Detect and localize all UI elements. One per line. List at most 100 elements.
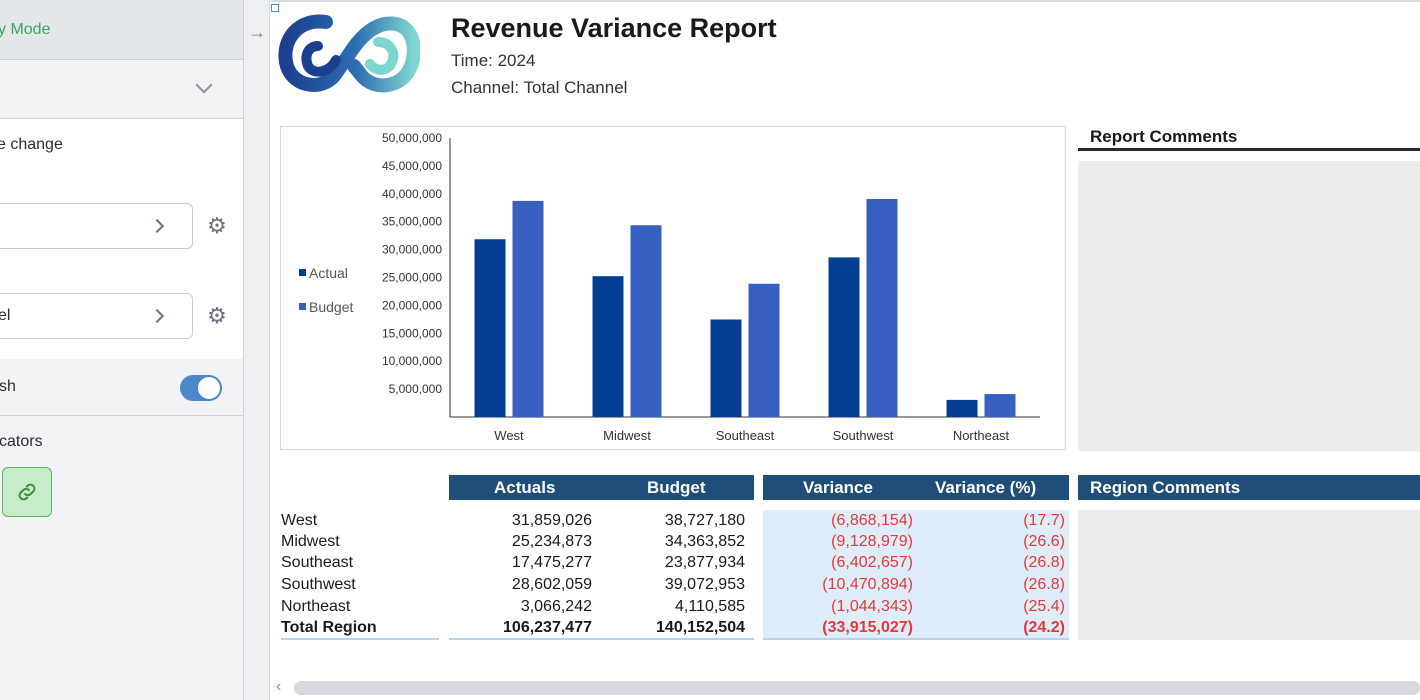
- cell-variance: (9,128,979): [831, 533, 913, 550]
- variance-column-background: [763, 510, 1069, 640]
- report-title: Revenue Variance Report: [451, 13, 777, 43]
- table-header-variance: Variance Variance (%): [763, 475, 1069, 500]
- total-underline: [281, 638, 439, 640]
- bar-actual-west[interactable]: [474, 239, 506, 417]
- header-variance: Variance: [803, 478, 873, 497]
- horizontal-scrollbar[interactable]: [294, 681, 1420, 695]
- legend-item-budget: Budget: [299, 299, 353, 315]
- legend-label-budget: Budget: [309, 299, 354, 315]
- y-tick-label: 10,000,000: [382, 354, 442, 368]
- left-panel: y Mode e change ⚙ el ⚙ sh cators: [0, 0, 244, 700]
- y-tick-label: 45,000,000: [382, 159, 442, 173]
- mode-header[interactable]: y Mode: [0, 0, 243, 60]
- member-selector-1[interactable]: [0, 203, 193, 249]
- x-tick-label: Southwest: [833, 428, 894, 443]
- cell-actuals: 25,234,873: [511, 533, 592, 550]
- top-divider: [271, 0, 1420, 2]
- y-tick-label: 40,000,000: [382, 187, 442, 201]
- arrow-right-icon[interactable]: →: [248, 22, 266, 42]
- selection-handle[interactable]: [271, 4, 279, 12]
- header-region-comments: Region Comments: [1090, 478, 1241, 497]
- y-tick-label: 5,000,000: [389, 382, 443, 396]
- y-tick-label: 20,000,000: [382, 298, 442, 312]
- time-filter-label: Time: 2024: [451, 51, 536, 70]
- x-tick-label: Midwest: [603, 428, 651, 443]
- bar-budget-southwest[interactable]: [866, 198, 898, 417]
- cell-budget: 34,363,852: [664, 533, 745, 550]
- member-selector-2-value: el: [0, 307, 11, 324]
- cell-region-total: Total Region: [281, 619, 377, 636]
- cell-variance-pct: (26.8): [1023, 554, 1065, 571]
- cell-actuals: 3,066,242: [520, 598, 592, 615]
- x-tick-label: Northeast: [953, 428, 1010, 443]
- refresh-label: sh: [0, 378, 16, 395]
- header-budget: Budget: [647, 478, 706, 497]
- bar-budget-southeast[interactable]: [748, 283, 780, 417]
- cell-region: Midwest: [281, 533, 340, 550]
- cell-variance-total: (33,915,027): [822, 619, 913, 636]
- cell-variance: (10,470,894): [822, 576, 913, 593]
- x-tick-label: West: [494, 428, 524, 443]
- y-tick-label: 35,000,000: [382, 215, 442, 229]
- legend-swatch-actual: [299, 269, 306, 276]
- cell-region: West: [281, 512, 318, 529]
- legend-label-actual: Actual: [309, 265, 348, 281]
- indicators-label: cators: [0, 433, 43, 450]
- cell-budget: 4,110,585: [675, 598, 745, 615]
- collapse-strip[interactable]: [244, 0, 270, 700]
- revenue-bar-chart: 5,000,000 10,000,000 15,000,000 20,000,000 2…: [382, 131, 1040, 443]
- cell-region: Southwest: [281, 576, 356, 593]
- total-underline: [449, 638, 754, 640]
- y-tick-label: 30,000,000: [382, 243, 442, 257]
- y-tick-label: 25,000,000: [382, 271, 442, 285]
- cell-actuals: 17,475,277: [511, 554, 592, 571]
- table-header-actuals-budget: Actuals Budget: [449, 475, 754, 500]
- report-comments-title: Report Comments: [1090, 127, 1238, 146]
- dropdown-row[interactable]: [0, 60, 243, 119]
- revenue-chart-frame: [280, 126, 1066, 450]
- bar-actual-southeast[interactable]: [710, 319, 742, 417]
- cell-region: Northeast: [281, 598, 351, 615]
- table-header-region-comments: Region Comments: [1078, 475, 1420, 500]
- link-icon: [18, 483, 36, 501]
- cell-actuals-total: 106,237,477: [503, 619, 592, 636]
- chevron-right-icon: [149, 218, 165, 234]
- refresh-toggle[interactable]: [180, 375, 222, 401]
- cell-variance: (6,402,657): [831, 554, 913, 571]
- bar-budget-west[interactable]: [512, 200, 544, 417]
- header-variance-pct: Variance (%): [935, 478, 1037, 497]
- cell-budget-total: 140,152,504: [656, 619, 745, 636]
- cell-actuals: 28,602,059: [511, 576, 592, 593]
- cell-variance-pct: (17.7): [1023, 512, 1065, 529]
- change-label: e change: [0, 136, 63, 153]
- cell-variance: (6,868,154): [831, 512, 913, 529]
- company-logo: [278, 14, 420, 93]
- y-tick-label: 15,000,000: [382, 326, 442, 340]
- legend-item-actual: Actual: [299, 265, 348, 281]
- report-comments-area[interactable]: [1078, 161, 1420, 451]
- region-comments-area[interactable]: [1078, 510, 1420, 640]
- mode-label: y Mode: [0, 21, 51, 38]
- cell-variance: (1,044,343): [831, 598, 913, 615]
- y-tick-label: 50,000,000: [382, 131, 442, 145]
- cell-budget: 38,727,180: [664, 512, 745, 529]
- x-tick-label: Southeast: [716, 428, 775, 443]
- bar-budget-northeast[interactable]: [984, 394, 1016, 417]
- cell-budget: 23,877,934: [664, 554, 745, 571]
- scroll-left-icon[interactable]: ‹: [276, 678, 282, 695]
- legend-swatch-budget: [299, 303, 306, 310]
- bar-actual-midwest[interactable]: [592, 276, 624, 417]
- cell-actuals: 31,859,026: [511, 512, 592, 529]
- channel-filter-label: Channel: Total Channel: [451, 78, 628, 97]
- link-button[interactable]: [2, 467, 52, 517]
- gear-icon[interactable]: ⚙: [207, 213, 227, 238]
- cell-variance-pct: (26.8): [1023, 576, 1065, 593]
- bar-actual-southwest[interactable]: [828, 257, 860, 417]
- gear-icon[interactable]: ⚙: [207, 303, 227, 328]
- cell-variance-pct: (25.4): [1023, 598, 1065, 615]
- bar-actual-northeast[interactable]: [946, 399, 978, 417]
- total-underline: [763, 638, 1069, 640]
- member-selector-2[interactable]: el: [0, 293, 193, 339]
- cell-variance-pct-total: (24.2): [1023, 619, 1065, 636]
- bar-budget-midwest[interactable]: [630, 225, 662, 417]
